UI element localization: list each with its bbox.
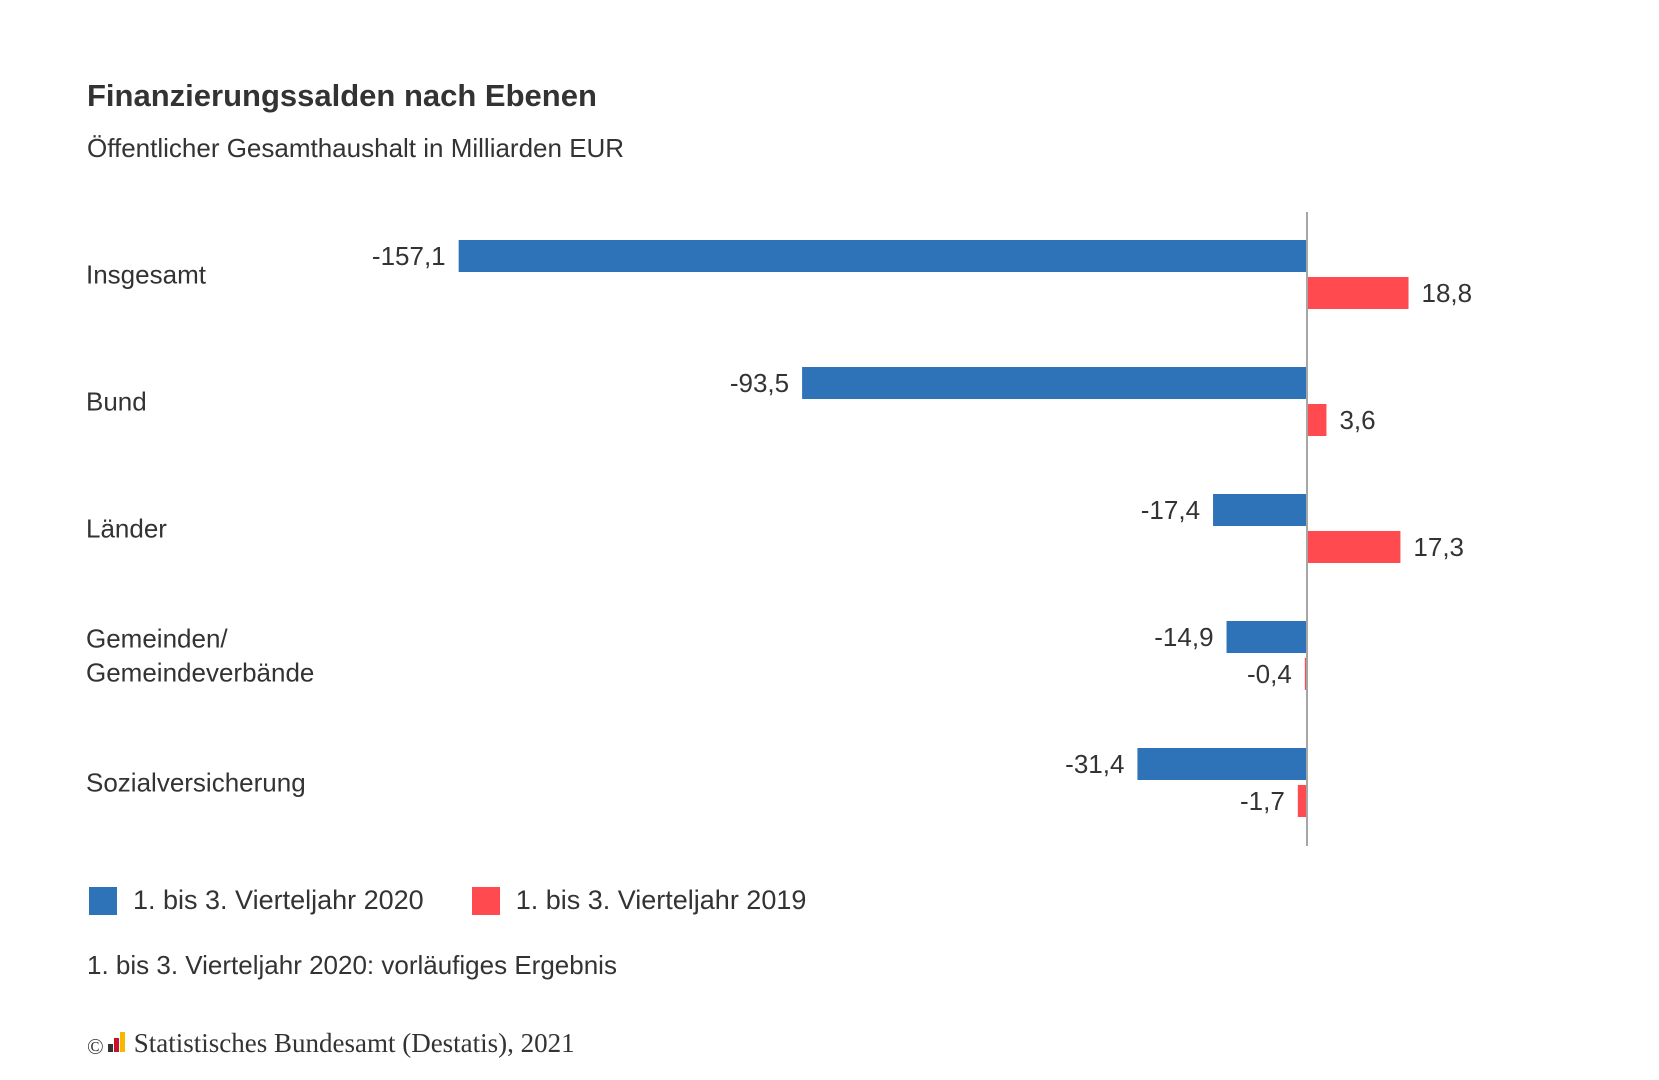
footnote: 1. bis 3. Vierteljahr 2020: vorläufiges … [87, 950, 617, 980]
bar-2019 [1307, 277, 1409, 309]
category-label: Länder [86, 514, 167, 544]
category-label: Insgesamt [86, 260, 207, 290]
data-label: -14,9 [1154, 622, 1213, 652]
bar-2019 [1307, 404, 1327, 436]
data-label: -0,4 [1247, 659, 1292, 689]
category-label: Gemeinden/Gemeindeverbände [86, 624, 314, 688]
bar-2020 [458, 240, 1307, 272]
data-label: -157,1 [372, 241, 446, 271]
data-label: -93,5 [730, 368, 789, 398]
data-label: 18,8 [1422, 278, 1473, 308]
chart-title: Finanzierungssalden nach Ebenen [87, 78, 597, 113]
category-label: Sozialversicherung [86, 768, 306, 798]
legend-item-2019: 1. bis 3. Vierteljahr 2019 [471, 885, 807, 916]
source-credit: © Statistisches Bundesamt (Destatis), 20… [87, 1028, 575, 1059]
data-label: 3,6 [1339, 405, 1375, 435]
copyright-icon: © [87, 1033, 104, 1059]
data-label: 17,3 [1413, 532, 1464, 562]
bar-2020 [1137, 748, 1307, 780]
destatis-logo-icon [107, 1031, 126, 1052]
data-label: -17,4 [1141, 495, 1200, 525]
data-label: -31,4 [1065, 749, 1124, 779]
bar-2019 [1297, 785, 1307, 817]
legend: 1. bis 3. Vierteljahr 2020 1. bis 3. Vie… [89, 885, 854, 916]
legend-swatch-2019 [471, 886, 500, 915]
chart-subtitle: Öffentlicher Gesamthaushalt in Milliarde… [87, 133, 625, 163]
bar-2019 [1307, 531, 1401, 563]
bar-chart: Insgesamt -157,1 18,8 Bund -93,5 3,6 Länder -17… [86, 212, 1473, 846]
legend-label-2019: 1. bis 3. Vierteljahr 2019 [515, 885, 807, 915]
legend-swatch-2020 [89, 886, 117, 915]
bar-2020 [1213, 494, 1307, 526]
data-label: -1,7 [1240, 786, 1285, 816]
bar-2020 [1226, 621, 1307, 653]
bar-2019 [1304, 658, 1307, 690]
legend-label-2020: 1. bis 3. Vierteljahr 2020 [133, 885, 424, 915]
legend-item-2020: 1. bis 3. Vierteljahr 2020 [89, 885, 424, 916]
source-text: Statistisches Bundesamt (Destatis), 2021 [133, 1028, 575, 1058]
category-label: Bund [86, 387, 147, 417]
bar-2020 [802, 367, 1307, 399]
